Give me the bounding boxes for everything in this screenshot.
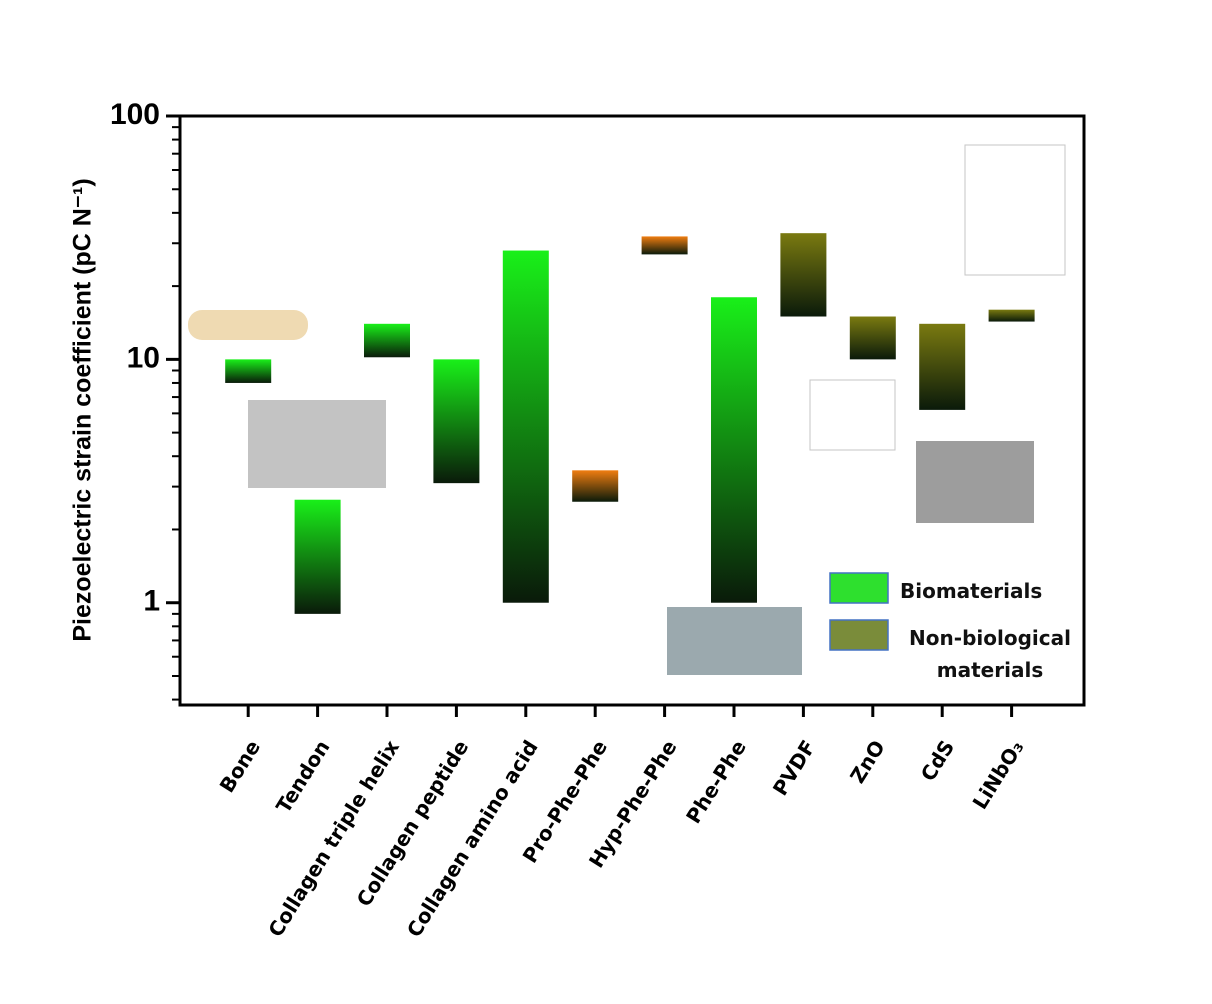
y-tick-label: 100 (110, 98, 160, 131)
x-tick-label: Collagen amino acid (402, 736, 543, 942)
bar (711, 297, 757, 603)
bar (572, 470, 619, 502)
bar (641, 236, 688, 255)
bar (988, 309, 1035, 322)
bar (433, 359, 480, 484)
y-axis-label: Piezoelectric strain coefficient (pC N⁻¹… (69, 178, 97, 641)
bar (919, 323, 966, 410)
tendon-image (248, 400, 386, 488)
bar (780, 233, 827, 317)
bar (849, 316, 896, 360)
legend-swatch (829, 572, 889, 604)
plot-frame (178, 114, 1086, 707)
zno-image (916, 441, 1034, 523)
bar (294, 499, 341, 614)
bar (502, 250, 549, 603)
bone-image (188, 310, 308, 340)
phe-image (667, 607, 802, 675)
bar (364, 323, 410, 358)
x-tick-label: LiNbO₃ (968, 736, 1029, 814)
cds-image (809, 379, 896, 451)
y-tick-label: 1 (143, 585, 160, 618)
y-tick-label: 10 (127, 341, 160, 374)
x-tick-label: CdS (916, 736, 959, 786)
x-tick-label: Bone (215, 736, 265, 797)
x-tick-label: ZnO (845, 736, 890, 788)
x-tick-label: Collagen triple helix (263, 736, 404, 941)
legend-label: Non-biological materials (909, 626, 1071, 682)
x-tick-label: PVDF (768, 736, 820, 800)
legend-label: Biomaterials (900, 579, 1043, 603)
x-tick-label: Phe-Phe (681, 736, 751, 828)
bar (225, 359, 272, 383)
legend-swatch (829, 619, 889, 651)
x-tick-label: Tendon (271, 736, 334, 817)
crystal-image (964, 144, 1066, 276)
illustrations (188, 144, 1066, 675)
